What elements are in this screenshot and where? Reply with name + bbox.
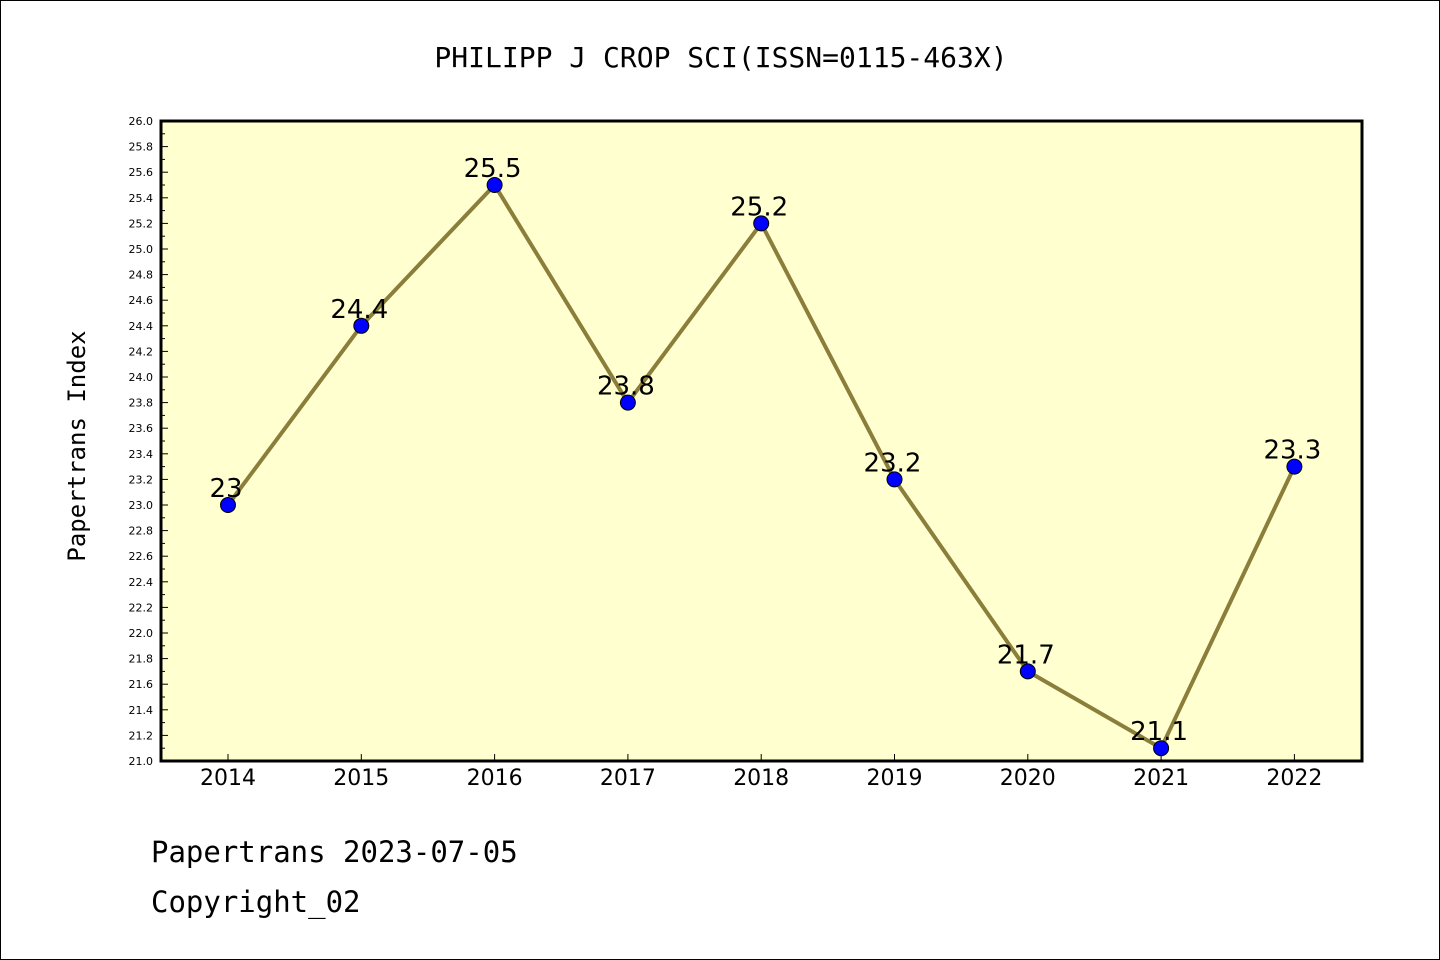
y-tick-label: 25.2 (129, 217, 154, 230)
y-tick-label: 21.0 (129, 755, 154, 768)
y-tick-label: 26.0 (129, 115, 154, 128)
data-label: 25.5 (464, 154, 522, 184)
y-tick-label: 24.8 (129, 269, 154, 282)
x-tick-label: 2016 (467, 766, 523, 791)
data-label: 23.8 (597, 372, 655, 402)
y-tick-label: 24.6 (129, 294, 154, 307)
y-tick-label: 24.0 (129, 371, 154, 384)
y-tick-label: 23.6 (129, 422, 154, 435)
y-axis: 21.0 21.2 21.4 21.6 21.8 22.0 22.2 22.4 22.6 22.8… (129, 115, 168, 768)
data-series (220, 177, 1303, 757)
x-tick-label: 2020 (1000, 766, 1056, 791)
y-tick-label: 25.6 (129, 166, 154, 179)
footer-date-text: Papertrans 2023-07-05 (151, 835, 518, 869)
y-tick-label: 23.8 (129, 397, 154, 410)
y-tick-label: 24.2 (129, 345, 154, 358)
y-tick-label: 21.6 (129, 678, 154, 691)
y-tick-label: 22.4 (129, 576, 154, 589)
x-tick-label: 2018 (733, 766, 789, 791)
chart-title: PHILIPP J CROP SCI(ISSN=0115-463X) (434, 41, 1007, 74)
data-labels: 23 24.4 25.5 23.8 25.2 23.2 21.7 21.1 23.3 (209, 154, 1321, 747)
footer-copyright-text: Copyright_02 (151, 885, 361, 919)
y-tick-label: 22.8 (129, 525, 154, 538)
y-tick-label: 22.2 (129, 601, 154, 614)
data-point (886, 471, 903, 488)
data-point (1019, 663, 1036, 680)
y-tick-label: 25.8 (129, 141, 154, 154)
data-label: 21.7 (997, 640, 1055, 670)
y-tick-label: 22.6 (129, 550, 154, 563)
data-point (1153, 740, 1170, 757)
data-point (619, 394, 636, 411)
data-label: 23.3 (1263, 436, 1321, 466)
data-label: 24.4 (330, 295, 388, 325)
y-tick-label: 22.0 (129, 627, 154, 640)
y-tick-label: 21.2 (129, 729, 154, 742)
data-label: 23 (209, 474, 242, 504)
x-tick-label: 2014 (200, 766, 256, 791)
y-tick-label: 23.0 (129, 499, 154, 512)
y-tick-label: 21.8 (129, 653, 154, 666)
y-tick-label: 25.0 (129, 243, 154, 256)
x-tick-label: 2017 (600, 766, 656, 791)
data-label: 23.2 (864, 448, 922, 478)
x-tick-label: 2019 (867, 766, 923, 791)
data-label: 21.1 (1130, 717, 1188, 747)
x-tick-label: 2022 (1266, 766, 1322, 791)
data-point (353, 317, 370, 334)
x-axis: 2014 2015 2016 2017 2018 2019 2020 2021 2022 (200, 754, 1322, 791)
data-label: 25.2 (730, 192, 788, 222)
y-tick-label: 24.4 (129, 320, 154, 333)
y-tick-label: 25.4 (129, 192, 154, 205)
data-point (220, 497, 236, 513)
y-tick-label: 23.4 (129, 448, 154, 461)
x-tick-label: 2015 (333, 766, 389, 791)
x-tick-label: 2021 (1133, 766, 1189, 791)
y-tick-label: 21.4 (129, 704, 154, 717)
data-point (753, 215, 770, 232)
data-point (1286, 458, 1303, 475)
y-tick-label: 23.2 (129, 473, 154, 486)
y-axis-label: Papertrans Index (63, 330, 91, 561)
data-point (486, 177, 503, 193)
